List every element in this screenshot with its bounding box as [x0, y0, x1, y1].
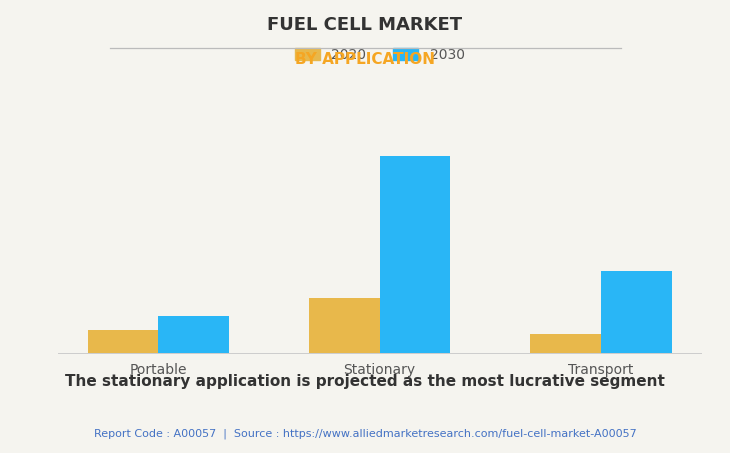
- Bar: [88, 330, 158, 353]
- Bar: [158, 316, 229, 353]
- Bar: [380, 156, 450, 353]
- Text: BY APPLICATION: BY APPLICATION: [295, 52, 435, 67]
- Text: Report Code : A00057  |  Source : https://www.alliedmarketresearch.com/fuel-cell: Report Code : A00057 | Source : https://…: [93, 428, 637, 439]
- Legend: 2020, 2030: 2020, 2030: [295, 48, 464, 62]
- Bar: [530, 334, 601, 353]
- Bar: [601, 270, 672, 353]
- Text: The stationary application is projected as the most lucrative segment: The stationary application is projected …: [65, 374, 665, 389]
- Bar: [309, 298, 380, 353]
- Text: FUEL CELL MARKET: FUEL CELL MARKET: [267, 16, 463, 34]
